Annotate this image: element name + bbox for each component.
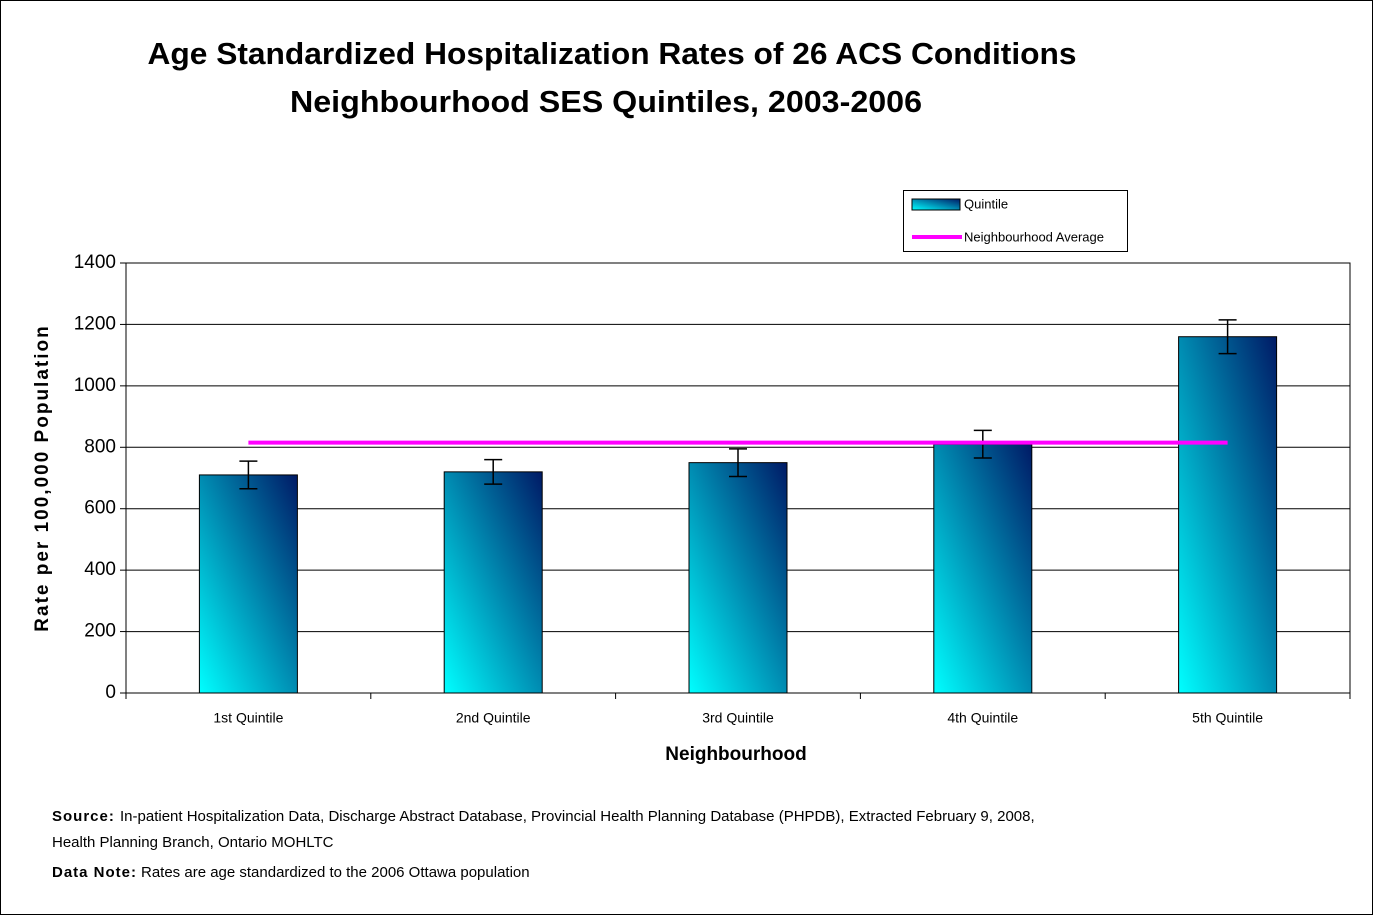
error-bar bbox=[729, 448, 747, 478]
y-tick-label: 1200 bbox=[74, 313, 116, 334]
x-tick-label: 1st Quintile bbox=[213, 710, 283, 726]
bar bbox=[933, 443, 1033, 694]
y-tick-label: 0 bbox=[105, 682, 116, 703]
legend-label: Neighbourhood Average bbox=[964, 229, 1104, 244]
bar bbox=[688, 462, 788, 694]
note-label: Data Note: bbox=[52, 864, 137, 881]
x-tick-label: 4th Quintile bbox=[947, 710, 1018, 726]
y-tick-label: 800 bbox=[84, 436, 116, 457]
bar bbox=[443, 471, 543, 694]
y-tick-label: 1400 bbox=[74, 252, 116, 273]
legend-swatch bbox=[911, 198, 961, 211]
note-text: Health Planning Branch, Ontario MOHLTC bbox=[52, 834, 334, 851]
bar bbox=[198, 474, 298, 694]
y-tick-label: 1000 bbox=[74, 375, 116, 396]
x-tick-label: 2nd Quintile bbox=[456, 710, 531, 726]
error-bar bbox=[1218, 319, 1237, 355]
x-tick-label: 3rd Quintile bbox=[702, 710, 774, 726]
x-tick-label: 5th Quintile bbox=[1192, 710, 1263, 726]
error-bar bbox=[239, 460, 258, 490]
chart-title: Age Standardized Hospitalization Rates o… bbox=[148, 36, 1077, 71]
note-label: Source: bbox=[52, 808, 115, 825]
bar bbox=[1178, 336, 1278, 694]
note-text: In-patient Hospitalization Data, Dischar… bbox=[120, 808, 1035, 825]
error-bar bbox=[484, 458, 503, 485]
legend-label: Quintile bbox=[964, 196, 1008, 211]
note-text: Rates are age standardized to the 2006 O… bbox=[141, 864, 530, 881]
y-axis-title: Rate per 100,000 Population bbox=[32, 324, 53, 631]
y-tick-label: 600 bbox=[84, 498, 116, 519]
chart-title: Neighbourhood SES Quintiles, 2003-2006 bbox=[290, 84, 922, 119]
x-axis-title: Neighbourhood bbox=[665, 744, 806, 765]
y-tick-label: 400 bbox=[84, 559, 116, 580]
y-tick-label: 200 bbox=[84, 621, 116, 642]
